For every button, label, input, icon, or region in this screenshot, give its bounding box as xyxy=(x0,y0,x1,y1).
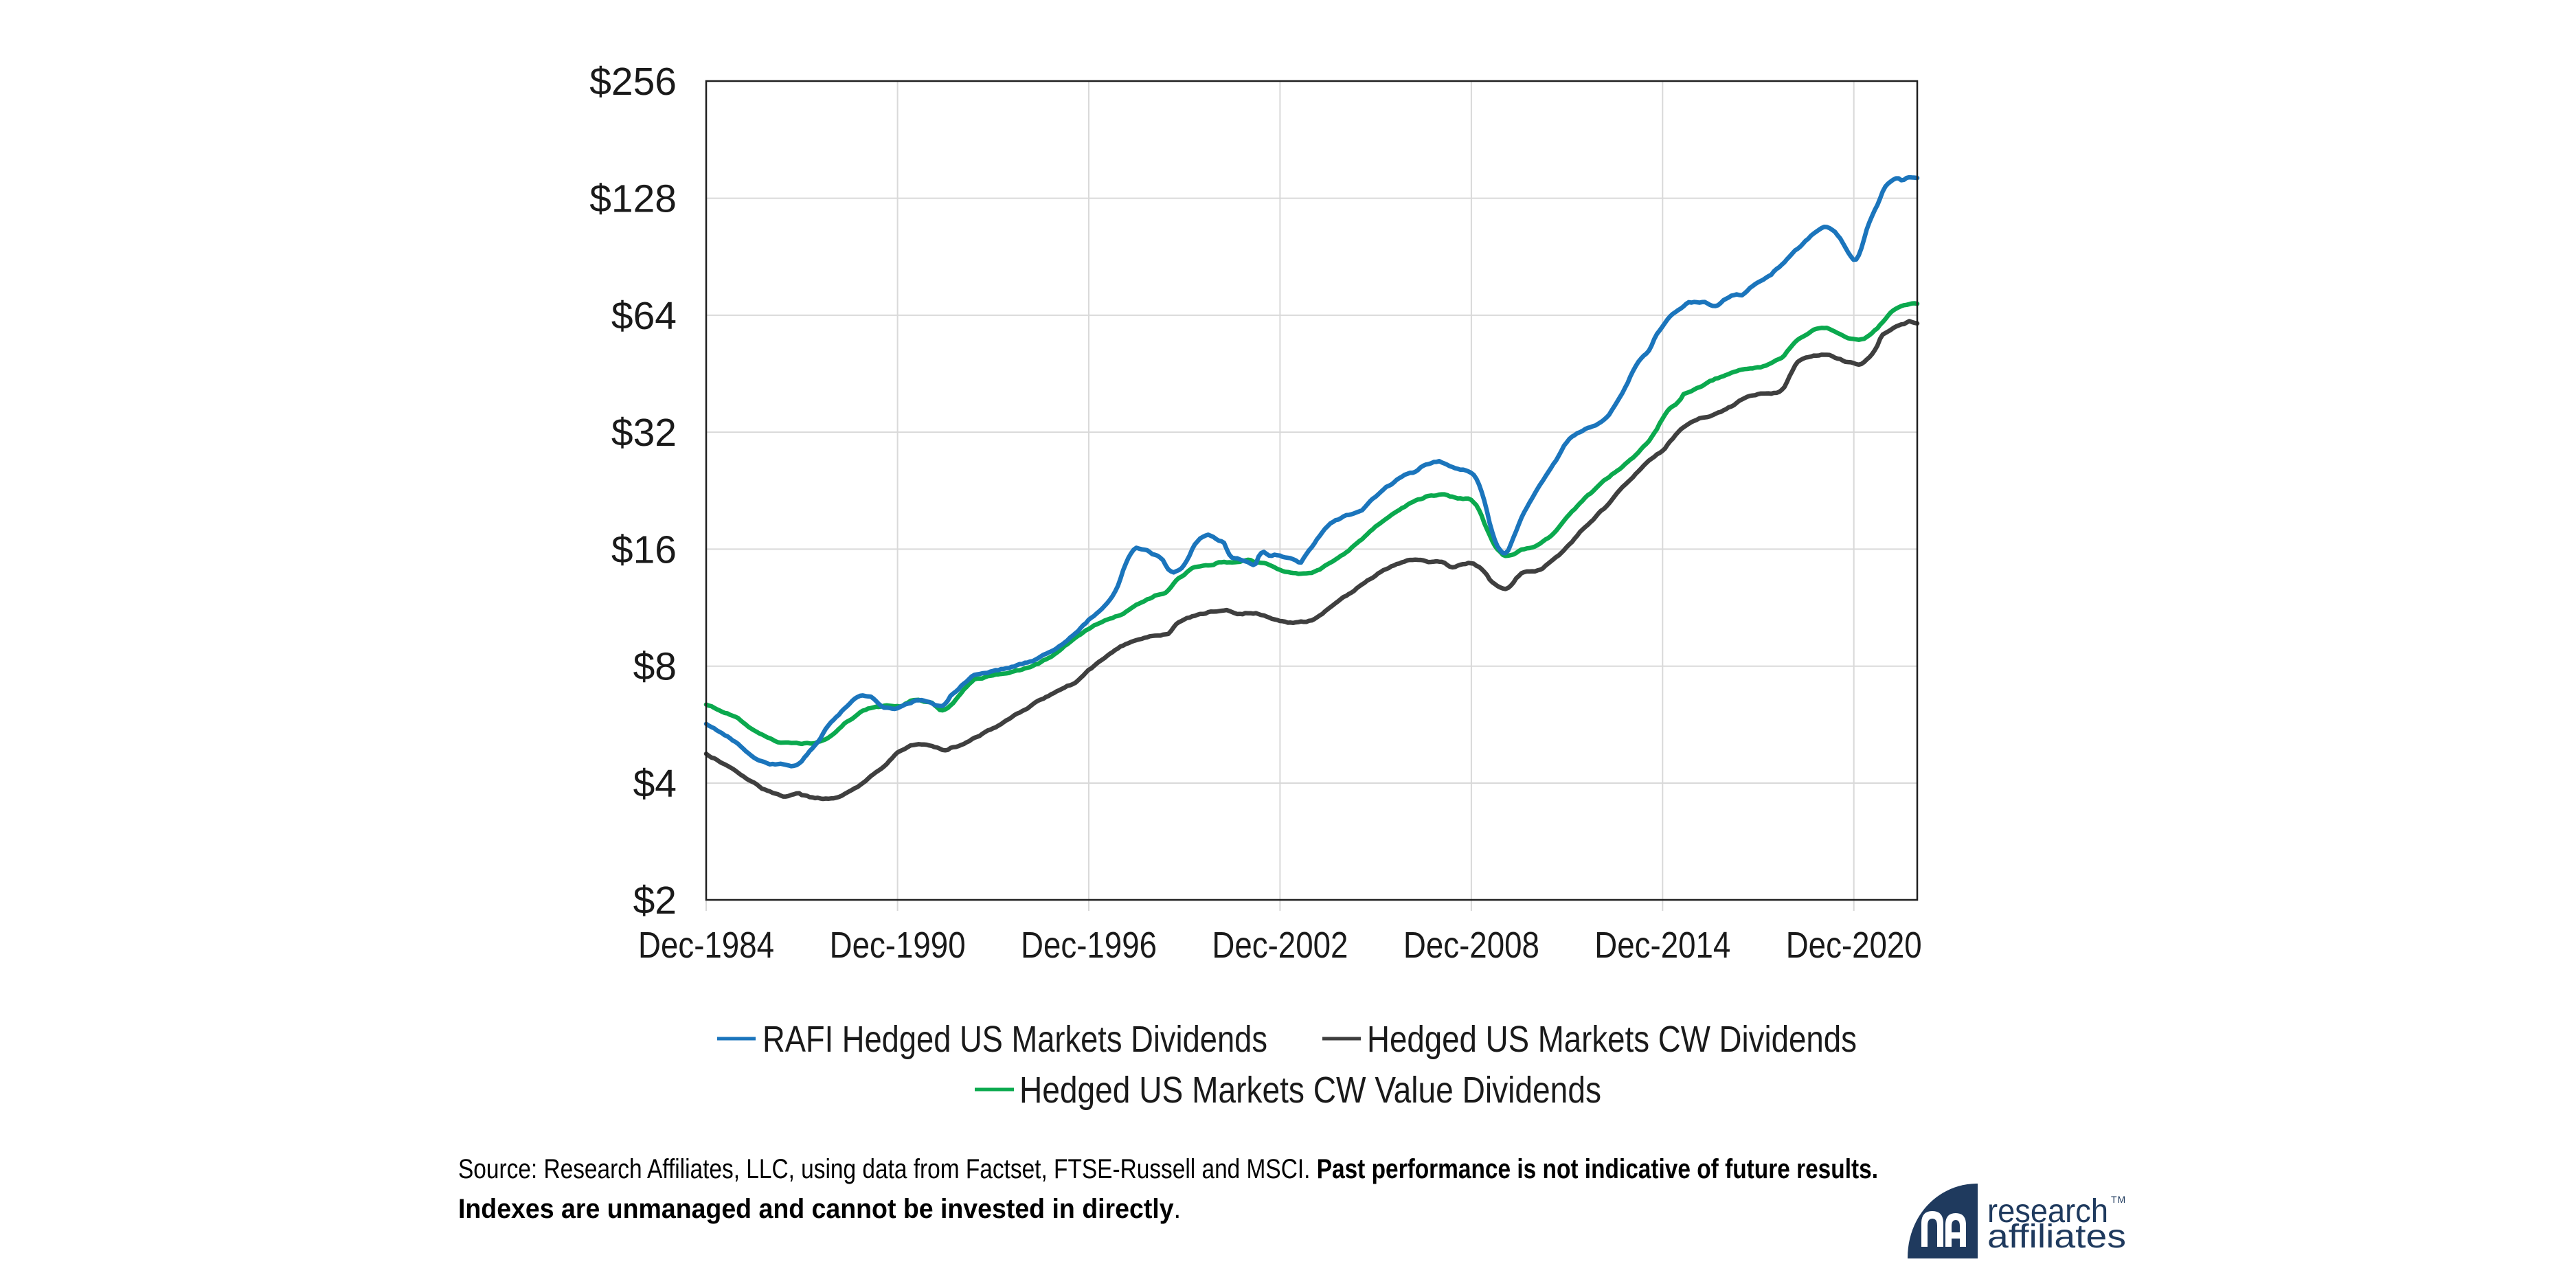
svg-text:$16: $16 xyxy=(611,528,677,572)
svg-text:research: research xyxy=(1987,1193,2108,1230)
svg-text:$2: $2 xyxy=(633,879,677,923)
svg-text:Dec-1990: Dec-1990 xyxy=(830,925,966,966)
svg-text:$32: $32 xyxy=(611,411,677,455)
svg-text:$64: $64 xyxy=(611,294,677,338)
svg-text:$8: $8 xyxy=(633,645,677,689)
svg-text:RAFI Hedged US Markets Dividen: RAFI Hedged US Markets Dividends xyxy=(762,1019,1267,1060)
svg-text:$4: $4 xyxy=(633,762,677,806)
svg-text:$256: $256 xyxy=(589,60,677,104)
svg-text:Dec-2014: Dec-2014 xyxy=(1594,925,1730,966)
svg-text:affiliates: affiliates xyxy=(1987,1219,2126,1255)
svg-text:Dec-2020: Dec-2020 xyxy=(1786,925,1922,966)
svg-text:Dec-2002: Dec-2002 xyxy=(1212,925,1348,966)
svg-text:Hedged US Markets CW Value Div: Hedged US Markets CW Value Dividends xyxy=(1019,1070,1601,1111)
svg-text:TM: TM xyxy=(2111,1194,2126,1205)
svg-text:Indexes are unmanaged and cann: Indexes are unmanaged and cannot be inve… xyxy=(458,1194,1181,1224)
svg-text:Source: Research Affiliates, L: Source: Research Affiliates, LLC, using … xyxy=(458,1154,1878,1184)
svg-text:Dec-1984: Dec-1984 xyxy=(638,925,774,966)
svg-text:Hedged US Markets CW Dividends: Hedged US Markets CW Dividends xyxy=(1367,1019,1857,1060)
svg-text:$128: $128 xyxy=(589,177,677,221)
svg-text:Dec-2008: Dec-2008 xyxy=(1403,925,1539,966)
svg-text:Dec-1996: Dec-1996 xyxy=(1021,925,1157,966)
